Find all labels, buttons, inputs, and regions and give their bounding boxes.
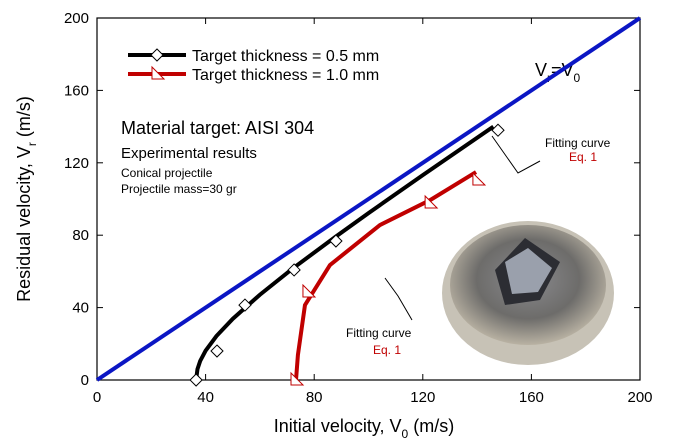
note: Projectile mass=30 gr — [121, 182, 237, 196]
x-tick-label: 160 — [519, 389, 544, 406]
y-tick-label: 40 — [72, 300, 89, 317]
x-axis-label: Initial velocity, V0 (m/s) — [274, 416, 454, 441]
reference-line — [95, 16, 642, 382]
x-tick-label: 200 — [627, 389, 652, 406]
legend-label: Target thickness = 1.0 mm — [192, 67, 379, 84]
annotation: Eq. 1 — [569, 150, 597, 164]
y-tick-label: 160 — [64, 82, 89, 99]
x-tick-label: 0 — [93, 389, 101, 406]
annotation: Fitting curve — [545, 136, 611, 150]
annotation-leader — [384, 277, 413, 321]
note: Experimental results — [121, 145, 257, 162]
marker — [329, 234, 343, 248]
y-tick-label: 80 — [72, 227, 89, 244]
marker — [210, 344, 224, 358]
annotation: Fitting curve — [346, 326, 412, 340]
marker — [424, 194, 439, 209]
legend-marker — [151, 65, 166, 80]
marker — [238, 298, 252, 312]
y-tick-label: 200 — [64, 10, 89, 27]
note: Conical projectile — [121, 166, 213, 180]
x-tick-label: 40 — [197, 389, 214, 406]
note: Material target: AISI 304 — [121, 118, 314, 138]
fit-curve — [294, 170, 478, 381]
marker — [491, 123, 505, 137]
x-tick-label: 80 — [306, 389, 323, 406]
annotation: Eq. 1 — [373, 343, 401, 357]
y-tick-label: 0 — [81, 372, 89, 389]
plot-frame — [96, 17, 641, 381]
marker — [287, 263, 301, 277]
annotation-leader — [491, 135, 541, 174]
x-tick-label: 120 — [410, 389, 435, 406]
specimen-photo — [442, 221, 614, 365]
marker — [302, 283, 317, 298]
legend-marker — [150, 48, 164, 62]
y-axis-label: Residual velocity, Vr (m/s) — [14, 96, 39, 302]
marker — [290, 371, 305, 386]
legend-label: Target thickness = 0.5 mm — [192, 48, 379, 65]
marker — [189, 373, 203, 387]
marker — [472, 171, 487, 186]
y-tick-label: 120 — [64, 155, 89, 172]
